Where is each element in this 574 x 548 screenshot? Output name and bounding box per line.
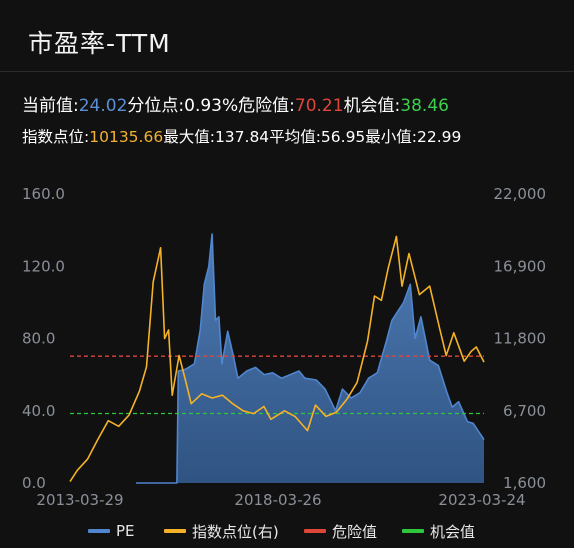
index-label: 指数点位: bbox=[22, 128, 90, 146]
min-label: 最小值: bbox=[365, 128, 418, 146]
min-value: 22.99 bbox=[417, 128, 462, 146]
avg-label: 平均值: bbox=[269, 128, 321, 146]
max-value: 137.84 bbox=[214, 128, 270, 146]
pe-chart: 160.0 120.0 80.0 40.0 0.0 22,000 16,900 11,800 6… bbox=[22, 185, 547, 509]
max-label: 最大值: bbox=[163, 128, 215, 146]
legend-swatch-danger bbox=[304, 529, 326, 533]
stats-row-1: 当前值:24.02分位点:0.93%危险值:70.21机会值:38.46 bbox=[22, 91, 449, 116]
x-axis-tick: 2013-03-29 bbox=[36, 491, 123, 509]
stats-row-2: 指数点位:10135.66最大值:137.84平均值:56.95最小值:22.9… bbox=[22, 125, 461, 147]
legend-label-danger: 危险值 bbox=[332, 522, 378, 541]
opportunity-label: 机会值: bbox=[343, 96, 401, 116]
current-label: 当前值: bbox=[22, 96, 79, 116]
right-axis-tick: 16,900 bbox=[494, 257, 547, 275]
chart-legend: PE 指数点位(右) 危险值 机会值 bbox=[0, 518, 574, 544]
legend-label-opportunity: 机会值 bbox=[430, 522, 476, 541]
pe-line bbox=[136, 233, 485, 484]
legend-label-index: 指数点位(右) bbox=[192, 522, 279, 541]
legend-item-danger[interactable]: 危险值 bbox=[304, 518, 377, 544]
legend-item-pe[interactable]: PE bbox=[88, 518, 135, 544]
opportunity-value: 38.46 bbox=[400, 96, 449, 116]
legend-item-index[interactable]: 指数点位(右) bbox=[164, 518, 279, 544]
legend-swatch-pe bbox=[88, 529, 110, 533]
header-divider bbox=[0, 71, 574, 72]
legend-label-pe: PE bbox=[116, 522, 135, 540]
current-value: 24.02 bbox=[78, 96, 128, 116]
x-axis-tick: 2023-03-24 bbox=[438, 491, 525, 509]
left-axis-tick: 120.0 bbox=[22, 257, 65, 275]
legend-swatch-opportunity bbox=[402, 529, 424, 533]
danger-label: 危险值: bbox=[238, 96, 295, 116]
right-axis-tick: 1,600 bbox=[503, 474, 546, 492]
right-axis-tick: 11,800 bbox=[494, 330, 547, 348]
right-axis-tick: 6,700 bbox=[503, 402, 546, 420]
index-value: 10135.66 bbox=[89, 128, 164, 146]
left-axis-tick: 80.0 bbox=[22, 330, 55, 348]
left-axis-tick: 0.0 bbox=[22, 474, 46, 492]
left-axis-tick: 40.0 bbox=[22, 402, 55, 420]
left-axis-tick: 160.0 bbox=[22, 185, 65, 203]
danger-value: 70.21 bbox=[294, 96, 344, 116]
pe-area bbox=[136, 234, 484, 483]
avg-value: 56.95 bbox=[320, 128, 366, 146]
index-line bbox=[69, 235, 485, 483]
legend-swatch-index bbox=[164, 529, 186, 533]
percentile-value: 0.93% bbox=[184, 96, 239, 116]
page-title: 市盈率-TTM bbox=[28, 29, 171, 58]
percentile-label: 分位点: bbox=[127, 96, 185, 116]
legend-item-opportunity[interactable]: 机会值 bbox=[402, 518, 475, 544]
x-axis-tick: 2018-03-26 bbox=[234, 491, 321, 509]
right-axis-tick: 22,000 bbox=[494, 185, 547, 203]
